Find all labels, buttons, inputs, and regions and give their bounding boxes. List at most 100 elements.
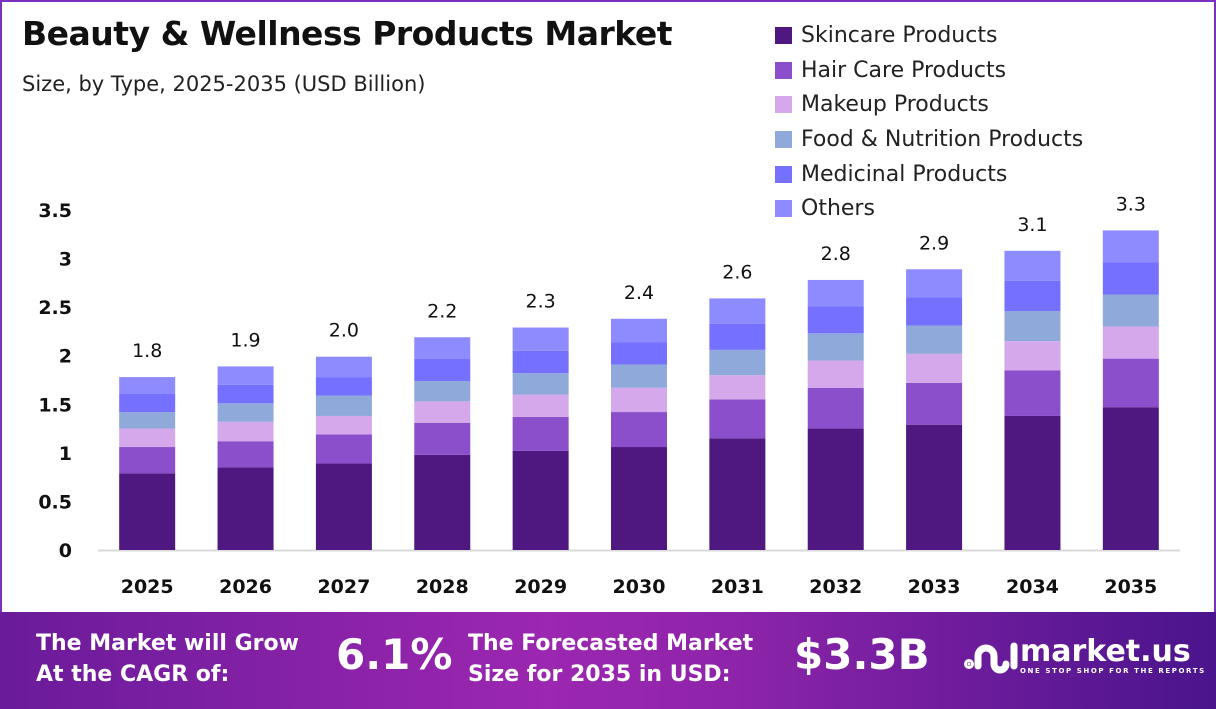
bar-segment-others-2025 [119, 377, 176, 394]
legend-swatch [775, 165, 792, 183]
legend-item: Makeup Products [775, 87, 1083, 122]
bar-segment-skincare-products-2034 [1004, 415, 1061, 550]
total-label-2031: 2.6 [722, 261, 752, 283]
total-label-2030: 2.4 [624, 282, 654, 304]
legend-swatch [775, 96, 792, 114]
bar-segment-food-nutrition-products-2027 [315, 395, 372, 416]
total-label-2035: 3.3 [1116, 193, 1146, 215]
bar-segment-skincare-products-2030 [611, 447, 667, 550]
bar-segment-medicinal-products-2025 [119, 393, 176, 413]
y-tick-label: 2 [59, 346, 72, 368]
total-label-2034: 3.1 [1017, 214, 1047, 236]
bar-segment-hair-care-products-2035 [1102, 358, 1159, 408]
legend-swatch [775, 61, 792, 79]
bar-segment-skincare-products-2027 [315, 463, 372, 550]
cagr-label-line1: The Market will Grow [36, 631, 299, 656]
bar-segment-food-nutrition-products-2034 [1004, 311, 1061, 342]
cagr-value: 6.1% [336, 630, 453, 679]
bar-segment-skincare-products-2028 [414, 454, 471, 550]
legend-label: Hair Care Products [801, 57, 1007, 83]
bar-segment-medicinal-products-2029 [512, 350, 569, 374]
bar-segment-others-2031 [709, 298, 766, 324]
bar-segment-hair-care-products-2032 [807, 387, 864, 429]
total-label-2025: 1.8 [132, 340, 162, 362]
bar-segment-makeup-products-2031 [709, 375, 766, 400]
bar-segment-others-2035 [1102, 230, 1159, 263]
total-label-2032: 2.8 [821, 243, 851, 265]
forecast-value: $3.3B [794, 630, 930, 679]
forecast-label: The Forecasted Market Size for 2035 in US… [468, 628, 753, 690]
bar-segment-skincare-products-2031 [709, 438, 766, 550]
bar-segment-food-nutrition-products-2026 [217, 403, 274, 422]
bar-segment-others-2030 [611, 318, 667, 343]
y-tick-label: 1.5 [38, 394, 72, 416]
bar-segment-medicinal-products-2030 [611, 342, 667, 365]
bar-segment-makeup-products-2033 [906, 353, 963, 383]
total-label-2029: 2.3 [526, 291, 556, 313]
bar-segment-medicinal-products-2026 [217, 384, 274, 404]
bar-segment-makeup-products-2035 [1102, 326, 1159, 359]
forecast-label-line2: Size for 2035 in USD: [468, 662, 731, 687]
bar-segment-makeup-products-2026 [217, 421, 274, 442]
bar-segment-makeup-products-2029 [512, 394, 569, 417]
legend-item: Food & Nutrition Products [775, 122, 1083, 157]
total-label-2027: 2.0 [329, 320, 359, 342]
bar-segment-food-nutrition-products-2031 [709, 349, 766, 376]
bar-segment-skincare-products-2025 [119, 473, 176, 550]
bar-segment-hair-care-products-2034 [1004, 370, 1061, 416]
bar-segment-food-nutrition-products-2032 [807, 333, 864, 361]
x-tick-label: 2025 [121, 576, 174, 598]
legend-label: Makeup Products [801, 92, 989, 118]
chart-title: Beauty & Wellness Products Market [22, 14, 673, 53]
bar-segment-hair-care-products-2025 [119, 447, 176, 474]
y-tick-label: 1 [59, 443, 72, 465]
bar-segment-food-nutrition-products-2028 [414, 380, 471, 402]
x-tick-label: 2026 [219, 576, 272, 598]
bar-chart: 0 0.5 1 1.5 2 2.5 3 3.5 1.8 2025 1.9 2026 2.0 2027 2.2… [38, 193, 1180, 598]
bar-segment-hair-care-products-2030 [611, 412, 667, 448]
bar-segment-medicinal-products-2032 [807, 306, 864, 334]
y-tick-label: 0 [59, 540, 72, 562]
bar-segment-hair-care-products-2028 [414, 422, 471, 455]
forecast-label-line1: The Forecasted Market [468, 631, 754, 656]
bar-segment-medicinal-products-2028 [414, 358, 471, 381]
bar-segment-makeup-products-2027 [315, 415, 372, 435]
cagr-label-line2: At the CAGR of: [36, 662, 230, 687]
chart-subtitle: Size, by Type, 2025-2035 (USD Billion) [22, 72, 426, 96]
x-tick-label: 2031 [711, 576, 764, 598]
legend-label: Medicinal Products [801, 161, 1008, 187]
legend-item: Others [775, 191, 1083, 226]
bar-segment-makeup-products-2028 [414, 401, 471, 423]
bar-segment-medicinal-products-2033 [906, 297, 963, 326]
bar-segment-others-2034 [1004, 250, 1061, 281]
legend: Skincare Products Hair Care Products Makeu… [775, 18, 1083, 226]
bar-segment-medicinal-products-2035 [1102, 262, 1159, 295]
bar-segment-makeup-products-2030 [611, 387, 667, 413]
y-tick-label: 3 [59, 249, 72, 271]
x-tick-label: 2027 [317, 576, 370, 598]
bar-segment-others-2028 [414, 337, 471, 359]
logo-icon [964, 642, 1018, 674]
y-tick-label: 0.5 [38, 491, 72, 513]
bar-segment-food-nutrition-products-2033 [906, 325, 963, 354]
bar-segment-hair-care-products-2031 [709, 399, 766, 439]
bar-segment-medicinal-products-2034 [1004, 280, 1061, 312]
logo-text: market.us [1020, 634, 1191, 669]
bar-segment-others-2029 [512, 327, 569, 351]
total-label-2028: 2.2 [427, 300, 457, 322]
x-tick-label: 2029 [514, 576, 567, 598]
legend-swatch [775, 26, 792, 44]
y-tick-label: 2.5 [38, 297, 72, 319]
bar-segment-skincare-products-2029 [512, 450, 569, 550]
bar-segment-skincare-products-2035 [1102, 407, 1159, 550]
legend-label: Others [801, 196, 875, 222]
x-tick-label: 2035 [1104, 576, 1157, 598]
legend-swatch [775, 130, 792, 148]
legend-label: Food & Nutrition Products [801, 126, 1084, 152]
market-us-logo: market.us ONE STOP SHOP FOR THE REPORTS [964, 636, 1206, 676]
x-tick-label: 2028 [416, 576, 469, 598]
bar-segment-skincare-products-2033 [906, 424, 963, 550]
bar-segment-hair-care-products-2029 [512, 416, 569, 451]
bar-segment-hair-care-products-2027 [315, 434, 372, 464]
bar-segment-makeup-products-2034 [1004, 341, 1061, 371]
